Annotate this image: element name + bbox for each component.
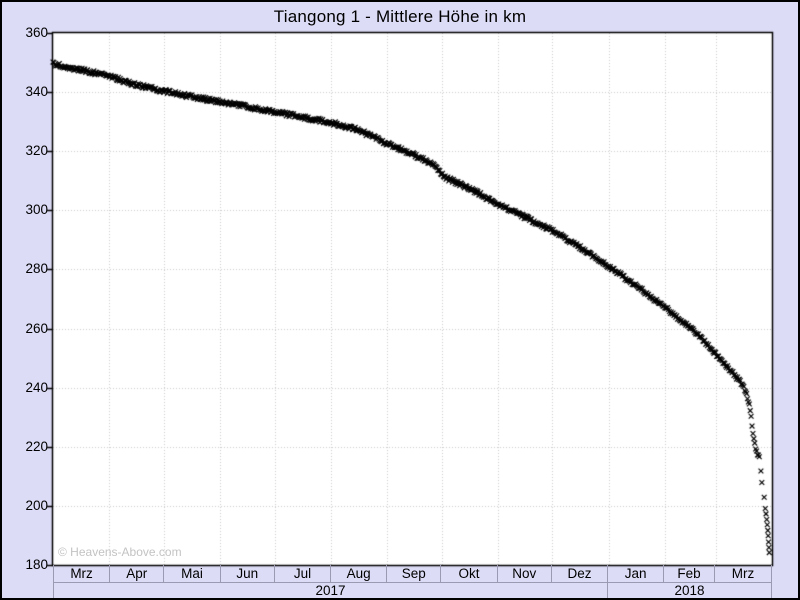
x-axis-month-label: Nov (498, 565, 552, 582)
y-axis-tick-label: 200 (25, 498, 48, 513)
x-axis-year-row: 2017 2018 (53, 583, 772, 598)
x-axis-month-label: Okt (441, 565, 498, 582)
x-axis-month-label: Jun (221, 565, 275, 582)
y-axis-tick-label: 280 (25, 261, 48, 276)
x-axis-month-label: Sep (387, 565, 442, 582)
y-axis-tick-label: 180 (25, 557, 48, 572)
x-axis-month-label: Dez (552, 565, 609, 582)
y-axis-tick-label: 320 (25, 143, 48, 158)
x-axis-month-label: Jan (608, 565, 665, 582)
y-axis-tick-label: 300 (25, 202, 48, 217)
y-axis-tick-label: 360 (25, 25, 48, 40)
watermark: © Heavens-Above.com (58, 545, 182, 559)
x-axis-month-label: Mai (164, 565, 221, 582)
y-axis-tick-label: 260 (25, 321, 48, 336)
x-axis-month-label: Feb (664, 565, 715, 582)
x-axis-month-label: Aug (331, 565, 388, 582)
x-axis-month-label: Mrz (731, 566, 755, 581)
x-axis-month-label: Mrz (54, 565, 111, 582)
y-axis-tick-label: 220 (25, 439, 48, 454)
x-axis-month-label: Jul (275, 565, 332, 582)
x-axis-year-label: 2017 (54, 583, 609, 598)
x-axis-year-label: 2018 (674, 583, 705, 598)
x-axis-month-label: Apr (110, 565, 165, 582)
y-axis-tick-label: 340 (25, 84, 48, 99)
x-axis-month-row: Mrz Apr Mai Jun Jul Aug Sep Okt Nov Dez … (53, 565, 772, 583)
y-axis-tick-label: 240 (25, 380, 48, 395)
